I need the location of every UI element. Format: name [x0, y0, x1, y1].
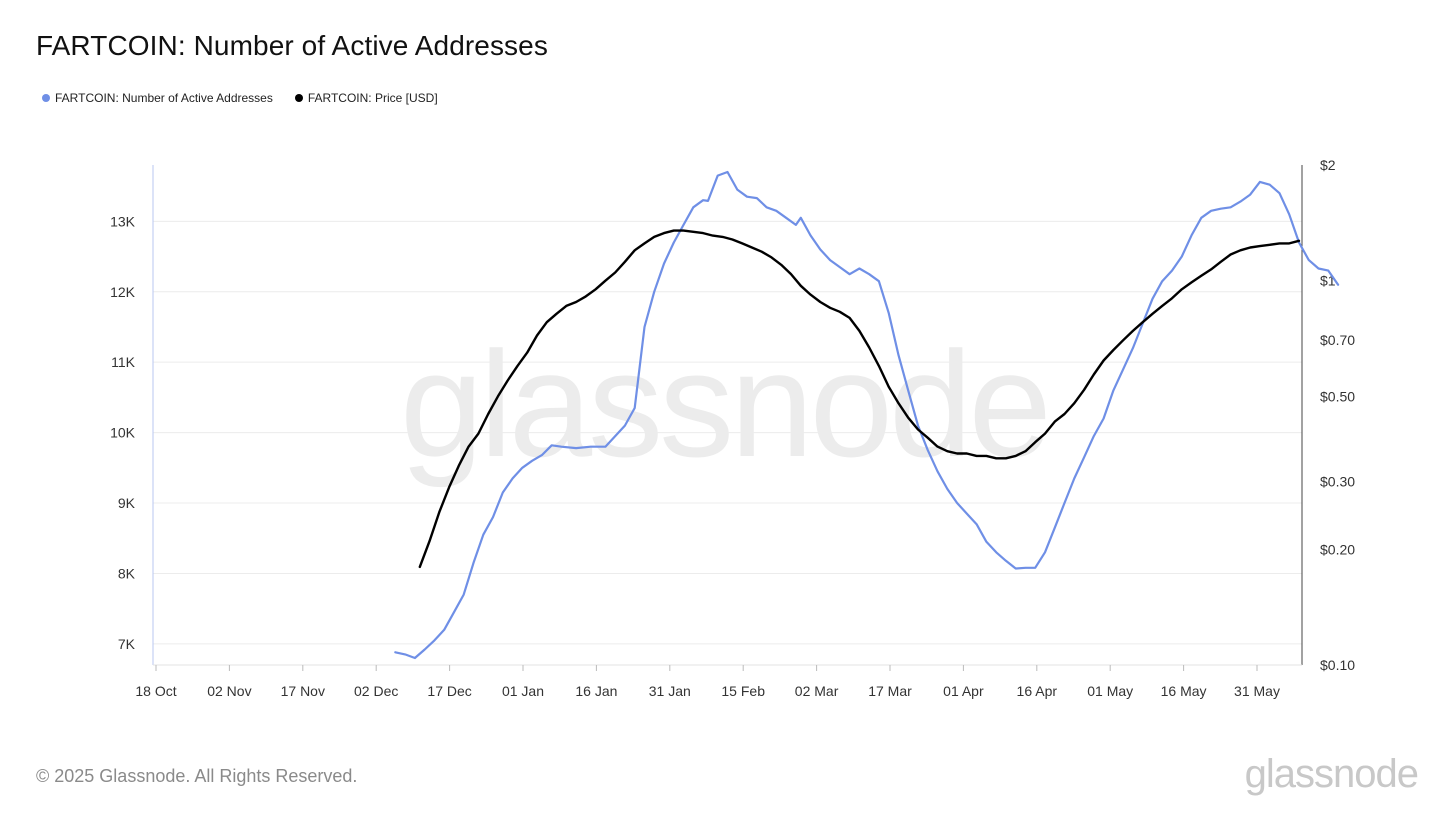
- y-right-tick-label: $0.20: [1320, 541, 1355, 557]
- y-left-tick-label: 12K: [110, 284, 136, 300]
- watermark-logo: glassnode: [400, 320, 1052, 488]
- x-tick-label: 02 Nov: [207, 683, 251, 699]
- x-tick-label: 16 Jan: [575, 683, 617, 699]
- x-tick-label: 17 Nov: [281, 683, 325, 699]
- series-line-price: [418, 229, 1301, 569]
- x-tick-label: 02 Dec: [354, 683, 398, 699]
- copyright-text: © 2025 Glassnode. All Rights Reserved.: [36, 766, 358, 786]
- chart-legend: FARTCOIN: Number of Active Addresses FAR…: [42, 91, 438, 105]
- series-line-active-addresses: [394, 170, 1340, 660]
- y-left-tick-label: 9K: [118, 495, 136, 511]
- legend-item-active-addresses[interactable]: FARTCOIN: Number of Active Addresses: [42, 91, 273, 105]
- x-tick-label: 15 Feb: [721, 683, 765, 699]
- y-right-tick-label: $0.10: [1320, 657, 1355, 673]
- y-left-tick-label: 7K: [118, 636, 136, 652]
- x-tick-label: 16 Apr: [1017, 683, 1058, 699]
- x-tick-label: 31 May: [1234, 683, 1280, 699]
- x-tick-label: 01 May: [1087, 683, 1133, 699]
- legend-item-price[interactable]: FARTCOIN: Price [USD]: [294, 91, 438, 105]
- legend-dot-active-addresses: [42, 94, 50, 102]
- legend-dot-price: [294, 94, 303, 102]
- y-left-tick-label: 8K: [118, 565, 136, 581]
- y-left-tick-label: 10K: [110, 425, 136, 441]
- legend-label-price: FARTCOIN: Price [USD]: [307, 91, 438, 105]
- x-tick-label: 17 Mar: [868, 683, 912, 699]
- y-right-tick-label: $0.30: [1320, 474, 1355, 490]
- page-title: FARTCOIN: Number of Active Addresses: [36, 30, 548, 61]
- x-tick-label: 16 May: [1161, 683, 1207, 699]
- y-left-tick-label: 13K: [110, 213, 136, 229]
- y-right-tick-label: $0.50: [1320, 388, 1355, 404]
- y-right-tick-label: $0.70: [1320, 332, 1355, 348]
- y-right-tick-label: $2: [1320, 157, 1336, 173]
- legend-label-active-addresses: FARTCOIN: Number of Active Addresses: [55, 91, 273, 105]
- y-left-tick-label: 11K: [111, 354, 136, 370]
- x-tick-label: 17 Dec: [427, 683, 471, 699]
- brand-logo: glassnode: [1244, 752, 1419, 796]
- x-tick-label: 01 Jan: [502, 683, 544, 699]
- x-tick-label: 31 Jan: [649, 683, 691, 699]
- y-right-tick-label: $1: [1320, 273, 1336, 289]
- x-tick-label: 02 Mar: [795, 683, 839, 699]
- x-tick-label: 01 Apr: [943, 683, 984, 699]
- x-tick-label: 18 Oct: [135, 683, 176, 699]
